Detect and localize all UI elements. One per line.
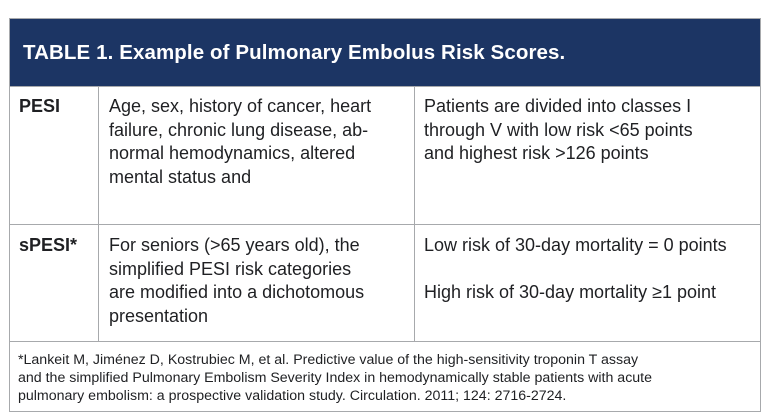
- footnote-line: and the simplified Pulmonary Embolism Se…: [18, 370, 653, 386]
- risk-line: and highest risk >126 points: [424, 143, 649, 163]
- criteria-line: mental status and: [109, 166, 252, 187]
- criteria-line: normal hemodynamics, altered: [109, 143, 356, 163]
- criteria-cell: For seniors (>65 years old), the simplif…: [98, 225, 414, 341]
- criteria-line: failure, chronic lung disease, ab-: [109, 119, 369, 140]
- risk-low-line: Low risk of 30-day mortality = 0 points: [424, 235, 727, 255]
- risk-scores-table: TABLE 1. Example of Pulmonary Embolus Ri…: [9, 18, 761, 412]
- risk-high-line: High risk of 30-day mortality ≥1 point: [424, 281, 716, 302]
- criteria-line: For seniors (>65 years old), the: [109, 235, 360, 255]
- table-row-spesi: sPESI* For seniors (>65 years old), the …: [10, 224, 760, 341]
- risk-line: through V with low risk <65 points: [424, 119, 693, 140]
- table-footnote: *Lankeit M, Jiménez D, Kostrubiec M, et …: [10, 341, 760, 411]
- table-title: TABLE 1. Example of Pulmonary Embolus Ri…: [10, 19, 760, 86]
- criteria-line: simplified PESI risk categories: [109, 258, 352, 279]
- criteria-line: Age, sex, history of cancer, heart: [109, 96, 372, 116]
- criteria-line: are modified into a dichotomous: [109, 282, 365, 302]
- risk-cell: Patients are divided into classes I thro…: [414, 87, 760, 224]
- score-name-cell: sPESI*: [19, 235, 78, 255]
- spacer: [424, 258, 754, 281]
- criteria-cell: Age, sex, history of cancer, heart failu…: [98, 87, 414, 224]
- footnote-line: pulmonary embolism: a prospective valida…: [18, 388, 567, 404]
- footnote-line: *Lankeit M, Jiménez D, Kostrubiec M, et …: [18, 352, 639, 368]
- criteria-line: presentation: [109, 305, 209, 326]
- score-name-cell: PESI: [19, 96, 61, 116]
- table-row-pesi: PESI Age, sex, history of cancer, heart …: [10, 86, 760, 224]
- risk-line: Patients are divided into classes I: [424, 96, 692, 116]
- risk-cell: Low risk of 30-day mortality = 0 points …: [414, 225, 760, 341]
